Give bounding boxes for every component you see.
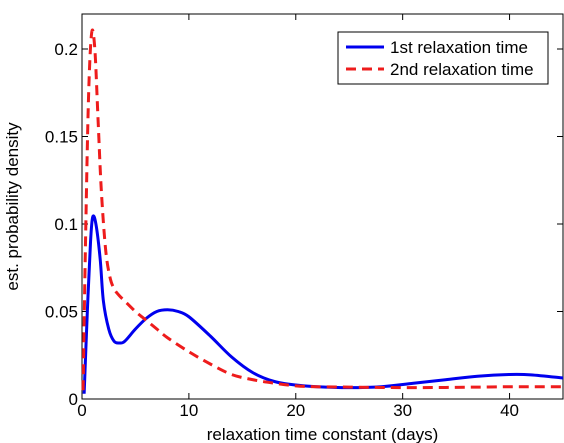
x-tick-label: 10 bbox=[179, 401, 198, 420]
legend-label-2nd-relaxation-time: 2nd relaxation time bbox=[390, 60, 534, 79]
series-line-2nd-relaxation-time bbox=[81, 28, 563, 391]
legend-box bbox=[337, 31, 549, 85]
x-tick-label: 0 bbox=[77, 401, 86, 420]
x-axis-label: relaxation time constant (days) bbox=[207, 425, 439, 443]
legend-label-1st-relaxation-time: 1st relaxation time bbox=[390, 38, 528, 57]
y-tick-label: 0.2 bbox=[54, 40, 78, 59]
x-axis: 0 10 20 30 40 bbox=[77, 14, 519, 420]
y-axis: 0 0.05 0.1 0.15 0.2 bbox=[45, 40, 563, 409]
legend: 1st relaxation time 2nd relaxation time bbox=[337, 31, 549, 85]
x-tick-label: 40 bbox=[500, 401, 519, 420]
series-line-1st-relaxation-time bbox=[82, 214, 564, 394]
y-tick-label: 0 bbox=[69, 390, 78, 409]
y-axis-label: est. probability density bbox=[3, 122, 22, 291]
x-tick-label: 30 bbox=[393, 401, 412, 420]
y-tick-label: 0.05 bbox=[45, 303, 78, 322]
y-tick-label: 0.15 bbox=[45, 128, 78, 147]
series-layer bbox=[81, 28, 564, 394]
y-tick-label: 0.1 bbox=[54, 215, 78, 234]
x-tick-label: 20 bbox=[286, 401, 305, 420]
